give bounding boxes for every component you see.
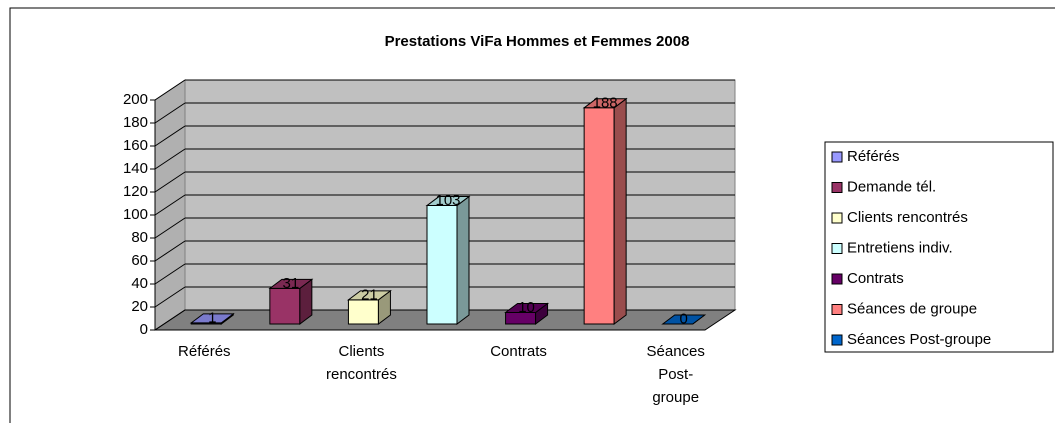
bar-top xyxy=(189,313,235,324)
x-tick-label: Séances Post-groupe xyxy=(647,343,705,406)
legend-label: Référés xyxy=(847,148,900,165)
bar-top xyxy=(346,290,392,301)
grid-line xyxy=(154,309,186,331)
chart-title: Prestations ViFa Hommes et Femmes 2008 xyxy=(385,33,690,50)
legend-swatch xyxy=(831,243,843,254)
legend: Référés Demande tél. Clients rencontrés Ent… xyxy=(824,141,1054,353)
y-tick-label: 0 xyxy=(140,321,148,338)
bar xyxy=(504,302,550,325)
bar xyxy=(346,289,392,325)
x-tick-label: Contrats xyxy=(490,343,547,360)
legend-box xyxy=(824,141,1054,353)
grid-line xyxy=(154,102,186,124)
grid-line xyxy=(154,125,186,147)
bar-side xyxy=(613,97,627,325)
legend-label: Clients rencontrés xyxy=(847,209,968,226)
data-label: 31 xyxy=(283,275,300,292)
y-tick-label: 80 xyxy=(131,229,148,246)
bar-front xyxy=(269,287,301,325)
y-tick-label: 200 xyxy=(123,91,148,108)
grid-line xyxy=(154,148,186,170)
legend-label: Séances de groupe xyxy=(847,300,977,317)
y-tick-label: 140 xyxy=(123,160,148,177)
legend-label: Entretiens indiv. xyxy=(847,239,953,256)
x-tick-label: Clients rencontrés xyxy=(326,343,397,383)
bar xyxy=(425,195,471,325)
bar-top xyxy=(268,278,314,289)
bar-side xyxy=(456,195,470,325)
bar xyxy=(661,314,707,325)
legend-label: Séances Post-groupe xyxy=(847,331,991,348)
y-tick-label: 160 xyxy=(123,137,148,154)
legend-swatch xyxy=(831,151,843,163)
data-label: 1 xyxy=(208,309,216,326)
grid-line xyxy=(154,286,186,308)
bar xyxy=(189,312,235,325)
y-tick-label: 60 xyxy=(131,252,148,269)
data-label: 10 xyxy=(518,299,535,316)
bar-top xyxy=(582,98,628,109)
bar xyxy=(582,97,628,325)
legend-label: Contrats xyxy=(847,270,904,287)
legend-swatch xyxy=(831,212,843,224)
bar-front xyxy=(583,107,615,325)
data-label: 103 xyxy=(435,192,460,209)
x-tick-label: Référés xyxy=(178,343,231,360)
legend-swatch xyxy=(831,304,843,315)
y-tick-label: 40 xyxy=(131,275,148,292)
data-label: 0 xyxy=(680,310,688,327)
legend-swatch xyxy=(831,334,843,346)
y-tick-label: 120 xyxy=(123,183,148,200)
grid-line xyxy=(154,194,186,216)
grid-line xyxy=(154,240,186,262)
bar-front xyxy=(347,299,379,325)
y-tick-label: 20 xyxy=(131,298,148,315)
y-tick-label: 100 xyxy=(123,206,148,223)
legend-label: Demande tél. xyxy=(847,178,936,195)
legend-swatch xyxy=(831,273,843,285)
bar-top xyxy=(661,314,707,325)
grid-line xyxy=(154,217,186,239)
grid-line xyxy=(154,171,186,193)
bar-front xyxy=(426,205,458,325)
data-label: 21 xyxy=(361,286,378,303)
bar-top xyxy=(425,196,471,207)
bar-top xyxy=(504,303,550,313)
legend-swatch xyxy=(831,182,843,193)
grid-line xyxy=(154,263,186,285)
y-tick-label: 180 xyxy=(123,114,148,131)
data-label: 188 xyxy=(593,94,618,111)
grid-line xyxy=(154,79,186,101)
bar xyxy=(268,278,314,325)
